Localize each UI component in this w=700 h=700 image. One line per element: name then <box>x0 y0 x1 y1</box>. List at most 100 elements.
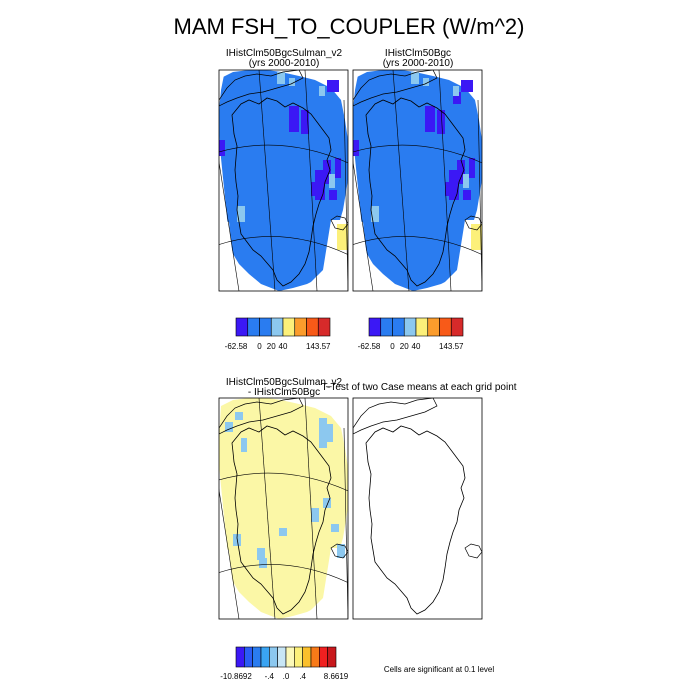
colorbar-label: .4 <box>299 672 306 681</box>
graticule-line <box>219 160 240 291</box>
map-panel-ttest-frame <box>352 397 483 620</box>
graticule-line <box>438 70 452 291</box>
colorbar-box <box>427 317 440 337</box>
diff-gridlines <box>219 398 348 619</box>
greenland-coastline <box>365 97 466 287</box>
field-fill <box>219 70 348 291</box>
colorbar-label: 20 <box>400 342 409 351</box>
field-cell <box>337 224 348 250</box>
graticule-line <box>258 398 276 619</box>
graticule-line <box>219 144 348 164</box>
field-cell <box>277 72 285 84</box>
greenland-coastline <box>231 97 332 287</box>
missing-area <box>219 220 261 291</box>
field-fill <box>353 70 482 291</box>
colorbar-box <box>439 317 452 337</box>
colorbar-box <box>282 317 296 337</box>
case-gridlines <box>219 70 348 291</box>
colorbar-box <box>392 317 405 337</box>
greenland-coastline <box>231 425 332 615</box>
field-cell <box>319 86 325 96</box>
field-cell <box>319 418 327 448</box>
ref-colorbar: -62.58 0 20 40 143.57 <box>358 317 464 351</box>
field-cell <box>235 412 243 420</box>
colorbar-box <box>285 646 295 668</box>
field-cell <box>411 72 419 84</box>
ref-title-line1: IHistClm50Bgc <box>385 48 451 59</box>
iceland-coastline <box>330 543 348 559</box>
colorbar-label: -10.8692 <box>220 672 252 681</box>
case-title-line1: IHistClm50BgcSulman_v2 <box>226 48 343 59</box>
missing-area <box>423 220 482 291</box>
iceland-coastline <box>464 543 482 559</box>
field-cell <box>311 508 319 522</box>
map-panel-ref <box>353 70 482 291</box>
field-cell <box>289 106 299 132</box>
field-cell <box>323 498 331 508</box>
ref-title-line2: (yrs 2000-2010) <box>383 58 454 69</box>
graticule-line <box>343 427 348 619</box>
graticule-line <box>219 472 348 492</box>
field-cell <box>311 182 319 196</box>
field-cell <box>323 160 331 184</box>
missing-area <box>353 220 395 291</box>
case-title-line2: (yrs 2000-2010) <box>249 58 320 69</box>
colorbar-label: 0 <box>257 342 262 351</box>
graticule-line <box>219 564 348 583</box>
graticule-line <box>353 144 482 164</box>
colorbar-box <box>244 646 253 668</box>
graticule-line <box>343 99 348 291</box>
colorbar-box <box>277 646 287 668</box>
field-cell <box>423 78 429 86</box>
case-coastline <box>219 70 348 287</box>
colorbar-box <box>327 646 337 668</box>
map-panel-ttest <box>353 398 482 615</box>
colorbar-box <box>247 317 260 337</box>
field-cell <box>371 206 379 222</box>
ellesmere-coastline <box>353 398 438 435</box>
map-panel-case <box>219 70 348 291</box>
field-cell <box>457 160 465 184</box>
missing-area <box>289 220 348 291</box>
colorbar-box <box>294 317 307 337</box>
iceland-coastline <box>330 215 348 231</box>
colorbar-box <box>252 646 262 668</box>
field-cell <box>461 80 473 92</box>
iceland-coastline <box>464 215 482 231</box>
colorbar-box <box>450 317 464 337</box>
colorbar-box <box>235 317 249 337</box>
colorbar-box <box>368 317 382 337</box>
ref-coastline <box>353 70 482 287</box>
colorbar-label: -.4 <box>265 672 275 681</box>
colorbar-label: -62.58 <box>225 342 248 351</box>
diff-title-line2: - IHistClm50Bgc <box>248 387 320 398</box>
colorbar-box <box>260 646 270 668</box>
field-fill <box>219 398 348 619</box>
field-cell <box>279 528 287 536</box>
graticule-line <box>353 160 374 291</box>
colorbar-box <box>317 317 331 337</box>
field-cell <box>453 86 459 96</box>
colorbar-label: 0 <box>390 342 395 351</box>
ttest-title: T-Test of two Case means at each grid po… <box>321 382 516 393</box>
case-field <box>219 70 348 291</box>
colorbar-label: 143.57 <box>306 342 331 351</box>
field-cell <box>219 140 225 156</box>
graticule-line <box>477 99 482 291</box>
colorbar-box <box>319 646 328 668</box>
field-cell <box>241 438 247 452</box>
colorbar-label: 8.6619 <box>324 672 349 681</box>
field-cell <box>437 110 445 134</box>
map-panel-diff <box>219 398 348 619</box>
graticule-line <box>304 398 318 619</box>
diff-coastline <box>219 398 348 615</box>
diff-title-line1: IHistClm50BgcSulman_v2 <box>226 377 343 388</box>
field-cell <box>301 110 309 134</box>
case-colorbar: -62.58 0 20 40 143.57 <box>225 317 331 351</box>
map-panel-case-frame <box>218 69 349 292</box>
colorbar-label: 40 <box>412 342 421 351</box>
ellesmere-coastline <box>353 70 438 107</box>
missing-area <box>353 70 359 110</box>
graticule-line <box>219 236 348 255</box>
colorbar-label: 143.57 <box>439 342 464 351</box>
